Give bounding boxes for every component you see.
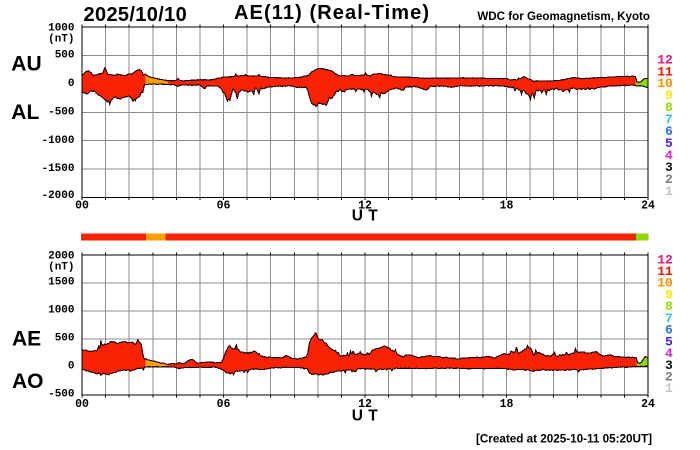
svg-text:-500: -500 [48, 389, 74, 401]
svg-text:18: 18 [500, 199, 514, 212]
svg-text:2: 2 [665, 370, 673, 385]
svg-text:10: 10 [657, 76, 673, 91]
svg-text:(nT): (nT) [48, 262, 74, 274]
svg-text:8: 8 [665, 100, 673, 115]
svg-text:U T: U T [352, 407, 379, 424]
svg-text:6: 6 [665, 124, 673, 139]
svg-text:0: 0 [68, 78, 75, 90]
svg-text:1000: 1000 [48, 305, 74, 317]
svg-text:AO: AO [12, 370, 44, 393]
svg-text:5: 5 [665, 136, 673, 151]
svg-text:24: 24 [641, 398, 655, 411]
svg-text:AE: AE [12, 328, 41, 351]
svg-text:1: 1 [665, 381, 673, 396]
svg-text:-1000: -1000 [41, 135, 74, 147]
svg-text:4: 4 [665, 346, 673, 361]
svg-text:18: 18 [500, 398, 514, 411]
svg-text:3: 3 [665, 160, 673, 175]
svg-text:9: 9 [665, 88, 673, 103]
svg-text:-500: -500 [48, 106, 74, 118]
svg-text:11: 11 [657, 64, 673, 79]
svg-text:-2000: -2000 [41, 190, 74, 202]
svg-text:06: 06 [217, 199, 231, 212]
svg-text:7: 7 [665, 112, 673, 127]
svg-text:9: 9 [665, 287, 673, 302]
svg-text:2025/10/10: 2025/10/10 [84, 4, 188, 26]
svg-text:12: 12 [657, 52, 673, 67]
svg-text:(nT): (nT) [48, 34, 74, 46]
svg-text:12: 12 [657, 252, 673, 267]
svg-text:24: 24 [641, 199, 655, 212]
svg-text:WDC for Geomagnetism, Kyoto: WDC for Geomagnetism, Kyoto [477, 10, 650, 23]
svg-text:00: 00 [75, 398, 89, 411]
svg-text:1000: 1000 [48, 23, 74, 35]
svg-text:4: 4 [665, 148, 673, 163]
svg-text:U T: U T [352, 207, 379, 224]
svg-text:[Created at 2025-10-11 05:20UT: [Created at 2025-10-11 05:20UT] [476, 432, 652, 445]
svg-text:00: 00 [75, 199, 89, 212]
svg-text:1500: 1500 [48, 277, 74, 289]
svg-text:1: 1 [665, 184, 673, 199]
svg-text:06: 06 [217, 398, 231, 411]
svg-text:2: 2 [665, 172, 673, 187]
svg-text:8: 8 [665, 299, 673, 314]
svg-text:12: 12 [358, 199, 372, 212]
svg-text:0: 0 [68, 361, 75, 373]
svg-text:2000: 2000 [48, 251, 74, 263]
svg-text:12: 12 [358, 398, 372, 411]
svg-text:AU: AU [11, 53, 41, 76]
svg-text:11: 11 [657, 264, 673, 279]
svg-text:500: 500 [55, 333, 75, 345]
svg-text:7: 7 [665, 311, 673, 326]
svg-text:500: 500 [55, 50, 75, 62]
svg-text:6: 6 [665, 323, 673, 338]
svg-text:AE(11) (Real-Time): AE(11) (Real-Time) [234, 2, 430, 24]
svg-text:3: 3 [665, 358, 673, 373]
svg-text:-1500: -1500 [41, 163, 74, 175]
svg-text:5: 5 [665, 334, 673, 349]
svg-text:10: 10 [657, 276, 673, 291]
svg-text:AL: AL [11, 101, 39, 124]
